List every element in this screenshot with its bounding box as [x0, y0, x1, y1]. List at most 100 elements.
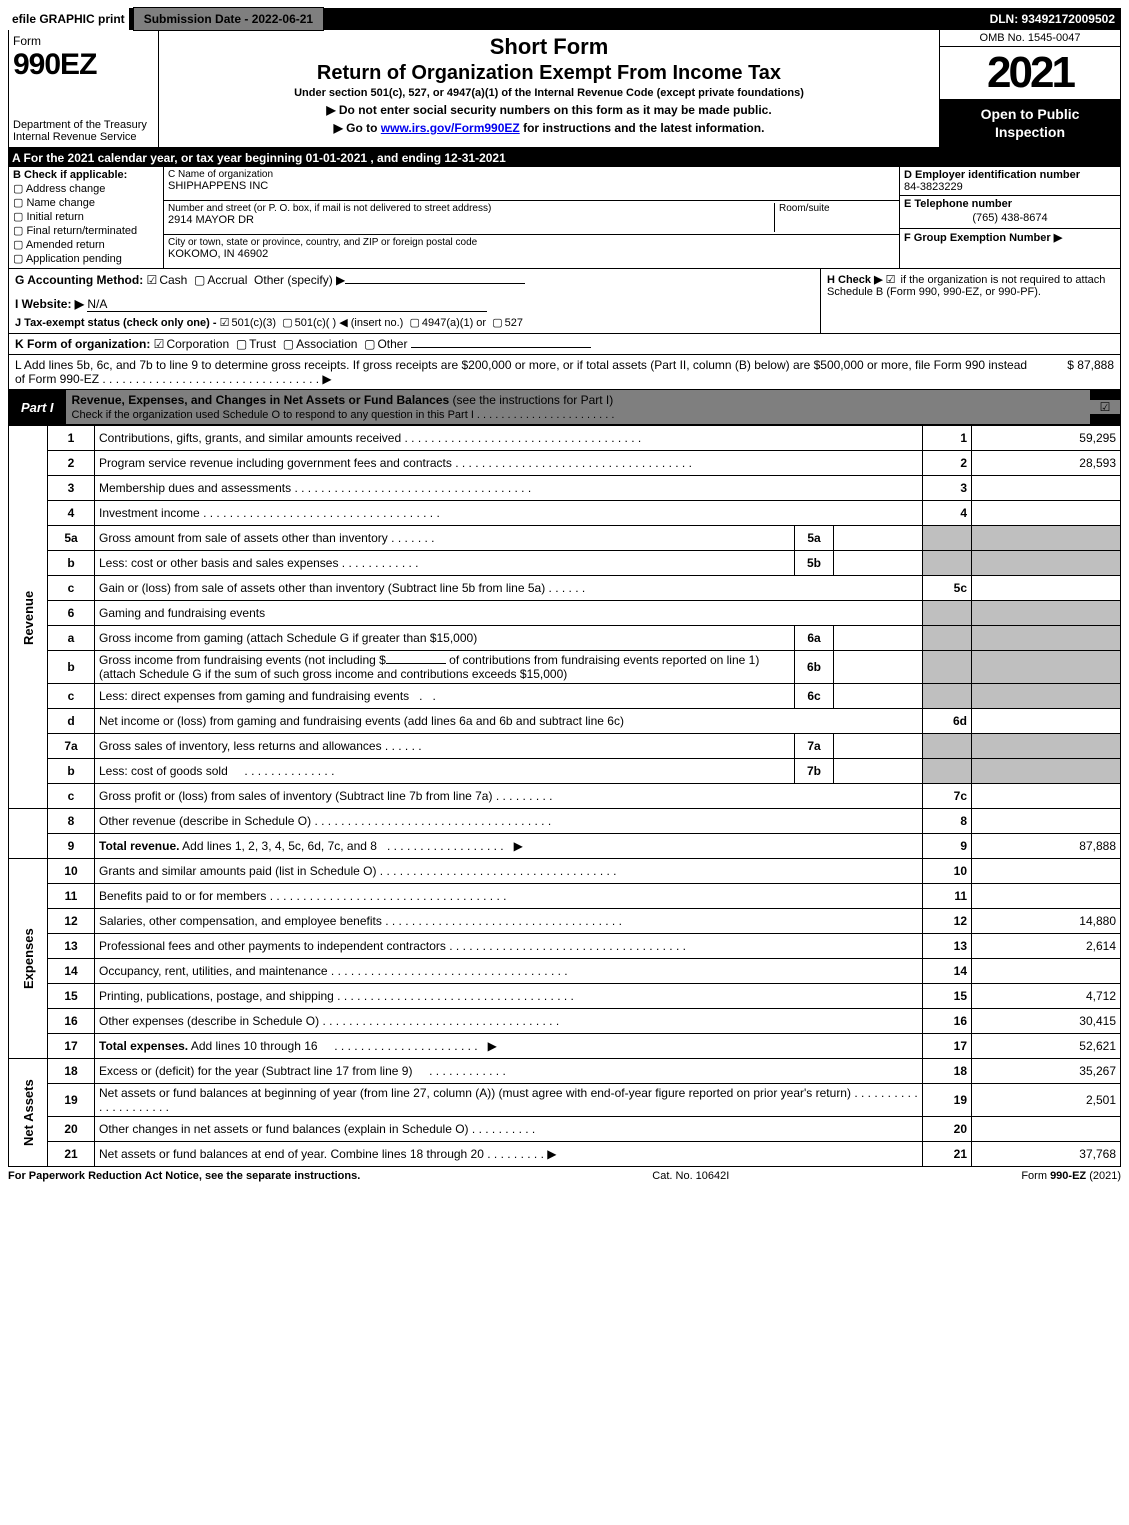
status-501c3-label: 501(c)(3): [231, 317, 276, 329]
footer-right: Form 990-EZ (2021): [1021, 1170, 1121, 1182]
line-text: Gross amount from sale of assets other t…: [95, 526, 795, 551]
sub-ref: 7b: [795, 759, 834, 784]
city-label: City or town, state or province, country…: [168, 237, 895, 248]
org-other-checkbox[interactable]: [364, 337, 377, 351]
shaded-cell: [923, 526, 972, 551]
section-j-label: J Tax-exempt status (check only one) -: [15, 317, 217, 329]
header-left-col: Form 990EZ Department of the Treasury In…: [9, 30, 159, 147]
line-text: Program service revenue including govern…: [95, 451, 923, 476]
checkbox-application-pending[interactable]: Application pending: [13, 252, 159, 265]
page-footer: For Paperwork Reduction Act Notice, see …: [8, 1166, 1121, 1182]
line-ref: 12: [923, 909, 972, 934]
ein-value: 84-3823229: [904, 181, 1116, 193]
shaded-cell: [923, 734, 972, 759]
accounting-other-field[interactable]: [345, 283, 525, 284]
header-center-col: Short Form Return of Organization Exempt…: [159, 30, 940, 147]
org-association-checkbox[interactable]: [283, 337, 296, 351]
section-def-col: D Employer identification number 84-3823…: [900, 167, 1120, 268]
line-text: Net income or (loss) from gaming and fun…: [95, 709, 923, 734]
line-text: Other revenue (describe in Schedule O): [95, 809, 923, 834]
line-ref: 19: [923, 1084, 972, 1117]
line-val: [972, 1117, 1121, 1142]
line-ref: 10: [923, 859, 972, 884]
city-value: KOKOMO, IN 46902: [168, 248, 895, 260]
efile-graphic-print-label[interactable]: efile GRAPHIC print: [8, 8, 129, 30]
part-1-title: Revenue, Expenses, and Changes in Net As…: [72, 393, 450, 407]
instruction-suffix: for instructions and the latest informat…: [520, 121, 765, 135]
irs-link[interactable]: www.irs.gov/Form990EZ: [381, 121, 520, 135]
section-k-label: K Form of organization:: [15, 337, 150, 351]
shaded-cell: [972, 651, 1121, 684]
line-num: 10: [48, 859, 95, 884]
org-corporation-checkbox[interactable]: [154, 337, 167, 351]
shaded-cell: [923, 759, 972, 784]
checkbox-amended-return[interactable]: Amended return: [13, 238, 159, 251]
shaded-cell: [972, 734, 1121, 759]
line-val: [972, 501, 1121, 526]
line-text: Investment income: [95, 501, 923, 526]
line-num: 16: [48, 1009, 95, 1034]
line-num: b: [48, 551, 95, 576]
org-other-field[interactable]: [411, 347, 591, 348]
website-label: I Website: ▶: [15, 297, 84, 311]
line-ref: 3: [923, 476, 972, 501]
header-right-col: OMB No. 1545-0047 2021 Open to Public In…: [940, 30, 1120, 147]
status-501c-checkbox[interactable]: [282, 317, 294, 329]
line-text: Excess or (deficit) for the year (Subtra…: [95, 1059, 923, 1084]
line-text: Grants and similar amounts paid (list in…: [95, 859, 923, 884]
sub-ref: 5a: [795, 526, 834, 551]
schedule-b-checkbox[interactable]: [886, 274, 898, 286]
status-527-label: 527: [505, 317, 523, 329]
status-527-checkbox[interactable]: [492, 317, 504, 329]
tax-exempt-status-row: J Tax-exempt status (check only one) - 5…: [15, 316, 814, 329]
checkbox-name-change[interactable]: Name change: [13, 196, 159, 209]
section-k-row: K Form of organization: Corporation Trus…: [8, 334, 1121, 355]
section-c-org-info: C Name of organization SHIPHAPPENS INC N…: [164, 167, 900, 268]
part-1-schedule-o-checkbox[interactable]: ☑: [1090, 400, 1120, 414]
line-num: 4: [48, 501, 95, 526]
line-num: 1: [48, 426, 95, 451]
sub-val: [834, 684, 923, 709]
checkbox-initial-return[interactable]: Initial return: [13, 210, 159, 223]
line-val: [972, 884, 1121, 909]
line-text: Other expenses (describe in Schedule O): [95, 1009, 923, 1034]
line-num: c: [48, 576, 95, 601]
status-501c-label: 501(c)( ) ◀ (insert no.): [295, 317, 404, 329]
line-text: Gross sales of inventory, less returns a…: [95, 734, 795, 759]
line-text: Salaries, other compensation, and employ…: [95, 909, 923, 934]
line-text: Benefits paid to or for members: [95, 884, 923, 909]
status-501c3-checkbox[interactable]: [220, 317, 232, 329]
status-4947-checkbox[interactable]: [409, 317, 421, 329]
line-ref: 6d: [923, 709, 972, 734]
sub-val: [834, 551, 923, 576]
part-1-paren: (see the instructions for Part I): [453, 393, 614, 407]
shaded-cell: [972, 551, 1121, 576]
line-text: Gross income from fundraising events (no…: [95, 651, 795, 684]
line-ref: 11: [923, 884, 972, 909]
accounting-accrual-checkbox[interactable]: [194, 273, 207, 287]
top-bar: efile GRAPHIC print Submission Date - 20…: [8, 8, 1121, 30]
department-label: Department of the Treasury Internal Reve…: [13, 119, 154, 143]
ein-label: D Employer identification number: [904, 169, 1116, 181]
line-val: 35,267: [972, 1059, 1121, 1084]
line-num: b: [48, 759, 95, 784]
fundraising-amount-field[interactable]: [386, 663, 446, 664]
checkbox-address-change[interactable]: Address change: [13, 182, 159, 195]
line-ref: 1: [923, 426, 972, 451]
expenses-vert-label: Expenses: [9, 859, 48, 1059]
line-ref: 16: [923, 1009, 972, 1034]
line-num: 7a: [48, 734, 95, 759]
line-text: Gaming and fundraising events: [95, 601, 923, 626]
accounting-cash-checkbox[interactable]: [147, 273, 160, 287]
checkbox-final-return[interactable]: Final return/terminated: [13, 224, 159, 237]
line-text: Total revenue. Add lines 1, 2, 3, 4, 5c,…: [95, 834, 923, 859]
line-val: 4,712: [972, 984, 1121, 1009]
form-word-label: Form: [13, 34, 154, 48]
line-num: 15: [48, 984, 95, 1009]
line-num: a: [48, 626, 95, 651]
line-text: Contributions, gifts, grants, and simila…: [95, 426, 923, 451]
org-trust-checkbox[interactable]: [236, 337, 249, 351]
line-text: Professional fees and other payments to …: [95, 934, 923, 959]
line-val: [972, 809, 1121, 834]
website-value: N/A: [87, 297, 487, 312]
